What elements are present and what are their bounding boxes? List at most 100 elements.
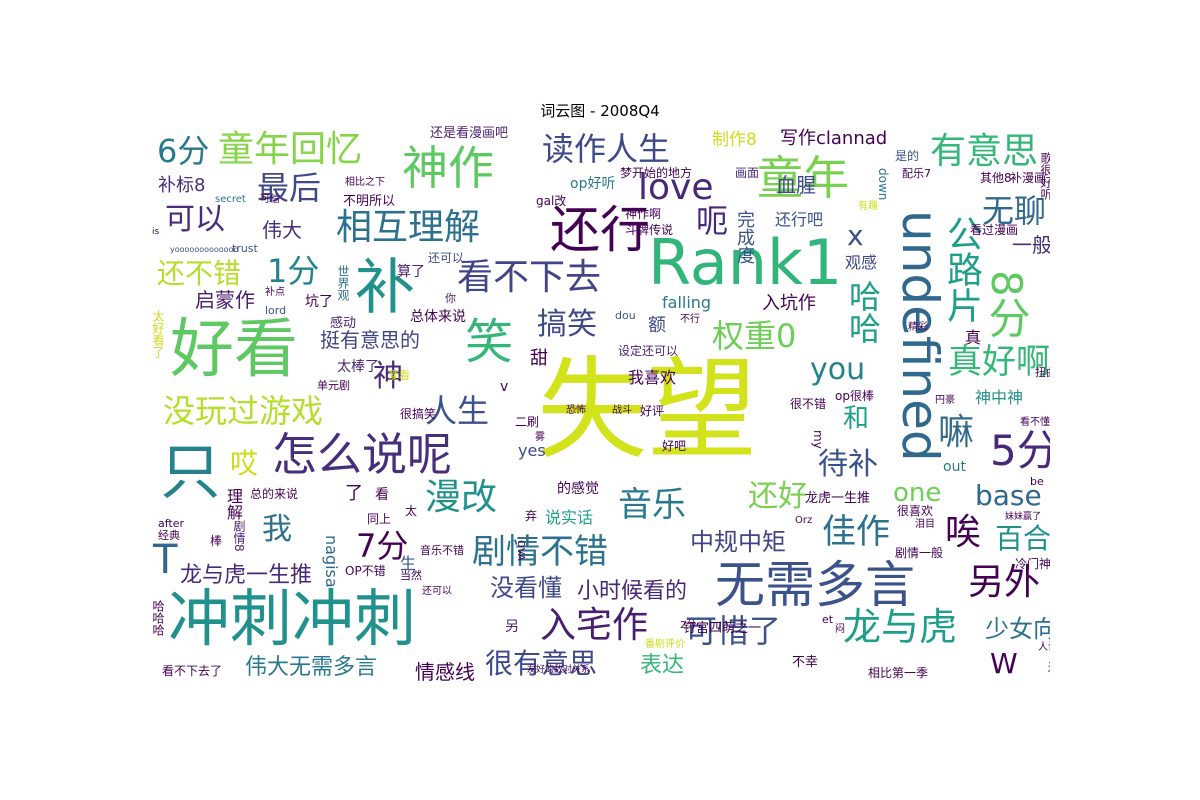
cloud-word: 补 <box>355 253 415 323</box>
cloud-word: 龙虎一生推 <box>805 491 871 506</box>
cloud-word: W <box>990 647 1018 680</box>
cloud-word: 只 <box>150 440 220 500</box>
cloud-word: lord <box>265 304 287 317</box>
cloud-word: 有趣 <box>858 201 878 212</box>
cloud-word: OP不错 <box>345 564 386 578</box>
cloud-word: undefined <box>891 210 949 462</box>
cloud-word: 扭曲 <box>1035 366 1050 379</box>
cloud-word: 了 <box>345 483 363 504</box>
cloud-word: 世界观 <box>336 265 350 301</box>
cloud-word: 待补 <box>818 447 878 482</box>
cloud-word: 同上 <box>367 512 392 526</box>
cloud-word: 无聊 <box>982 192 1047 230</box>
cloud-word: 神作啊 <box>625 207 662 221</box>
cloud-word: 启蒙作 <box>195 288 255 312</box>
cloud-word: 的感觉 <box>557 481 599 497</box>
cloud-word: my <box>811 430 825 449</box>
cloud-word: 算了 <box>397 264 425 280</box>
cloud-word: 妹妹赢了 <box>1005 512 1042 522</box>
cloud-word: 经典 <box>158 529 180 542</box>
cloud-word: 可信 <box>260 194 280 205</box>
cloud-word: yooooooooooooo <box>170 245 239 254</box>
cloud-word: 不明所以 <box>343 194 396 209</box>
cloud-word: v <box>500 379 509 395</box>
cloud-word: base <box>975 479 1042 512</box>
cloud-word: T <box>153 537 178 583</box>
cloud-word: 动画 <box>1044 234 1050 298</box>
cloud-word: 很不错 <box>790 397 827 411</box>
cloud-word: 很喜欢 <box>897 504 934 518</box>
cloud-word: 棒 <box>210 534 223 548</box>
cloud-word: love <box>638 167 714 208</box>
cloud-word: 弃 <box>525 509 538 523</box>
cloud-word: one <box>893 478 942 508</box>
cloud-word: 还行吧 <box>775 210 824 229</box>
cloud-word: 嘛 <box>938 412 975 453</box>
cloud-word: 音乐 <box>618 485 686 525</box>
cloud-word: 画面 <box>735 166 760 180</box>
cloud-word: 人设好看 <box>1038 642 1050 653</box>
cloud-word: 中规中矩 <box>690 528 786 556</box>
cloud-word: 不行 <box>680 314 700 325</box>
cloud-word: 佳作 <box>822 512 890 552</box>
cloud-word: 补点 <box>265 287 285 298</box>
cloud-word: 另 <box>505 619 519 635</box>
cloud-word: 是的 <box>895 149 920 163</box>
cloud-word: 伟大 <box>262 218 302 242</box>
cloud-word: 总体来说 <box>410 309 466 325</box>
cloud-word: 冲刺冲刺 <box>168 582 417 655</box>
cloud-word: trust <box>232 242 258 255</box>
cloud-word: 入坑作 <box>762 293 816 314</box>
cloud-word: 真好啊 <box>948 342 1050 382</box>
cloud-word: down <box>876 168 890 201</box>
cloud-word: 2分 <box>680 620 697 631</box>
cloud-word: 番剧评价 <box>645 639 685 650</box>
cloud-word: 伟大无需多言 <box>245 655 378 680</box>
cloud-word: 额 <box>648 315 666 336</box>
cloud-word: 可惜了 <box>685 612 782 650</box>
cloud-word: OVA <box>515 540 526 561</box>
cloud-word: 没看懂 <box>490 574 562 602</box>
cloud-word: 看不下去 <box>457 257 602 298</box>
cloud-word: 钉宫四萌之一 <box>683 621 762 636</box>
cloud-word: 冷门神作 <box>1015 557 1050 571</box>
cloud-word: 读作人生 <box>542 130 671 168</box>
cloud-word: 权重0 <box>712 317 797 355</box>
cloud-word: 制作8 <box>712 130 757 150</box>
cloud-word: 还行 <box>550 201 650 259</box>
cloud-word: 补标8 <box>158 175 206 196</box>
word-cloud: 失望 Rank1 冲刺冲刺 好看 无需多言 undefined 怎么说呢 还行补 神作 童年笑只 8… <box>150 121 1050 687</box>
cloud-word: 闷 <box>835 624 845 635</box>
cloud-word: 还有 <box>1048 662 1050 673</box>
cloud-word: 漫改 <box>425 477 498 518</box>
cloud-word: 太 <box>405 504 418 518</box>
cloud-word: 坑了 <box>305 294 333 310</box>
cloud-word: 我喜欢 <box>628 368 677 387</box>
cloud-word: 雾 <box>535 432 545 443</box>
cloud-word: secret <box>215 194 246 205</box>
cloud-word: 二刷 <box>515 415 540 429</box>
cloud-word: 看过漫画 <box>970 223 1019 237</box>
cloud-word: 还是看漫画吧 <box>430 126 509 141</box>
cloud-word: 最后 <box>257 169 322 207</box>
cloud-word: 哈哈 <box>844 280 882 344</box>
cloud-word: 童年 <box>757 151 849 205</box>
cloud-word: 相比第一季 <box>868 666 929 680</box>
cloud-word: 呃 <box>696 202 729 240</box>
cloud-word: 好吧 <box>662 439 687 453</box>
cloud-word: 5分 <box>990 426 1050 475</box>
cloud-word: 总的来说 <box>250 487 299 501</box>
cloud-word: Rank1 <box>648 226 843 299</box>
cloud-word: 设定还可以 <box>618 344 679 358</box>
cloud-word: 看 <box>375 487 389 503</box>
cloud-word: 円豪 <box>935 395 955 406</box>
cloud-word: x <box>847 219 864 252</box>
cloud-word: 爱看 <box>388 369 410 382</box>
cloud-word: 还好 <box>748 479 808 514</box>
cloud-word: 可以 <box>165 202 225 237</box>
cloud-word: 很搞笑 <box>400 407 437 421</box>
cloud-word: 失望 <box>537 346 757 474</box>
cloud-word: 甜 <box>530 348 548 369</box>
cloud-word: Orz <box>795 515 813 526</box>
cloud-word: dou <box>615 309 636 322</box>
